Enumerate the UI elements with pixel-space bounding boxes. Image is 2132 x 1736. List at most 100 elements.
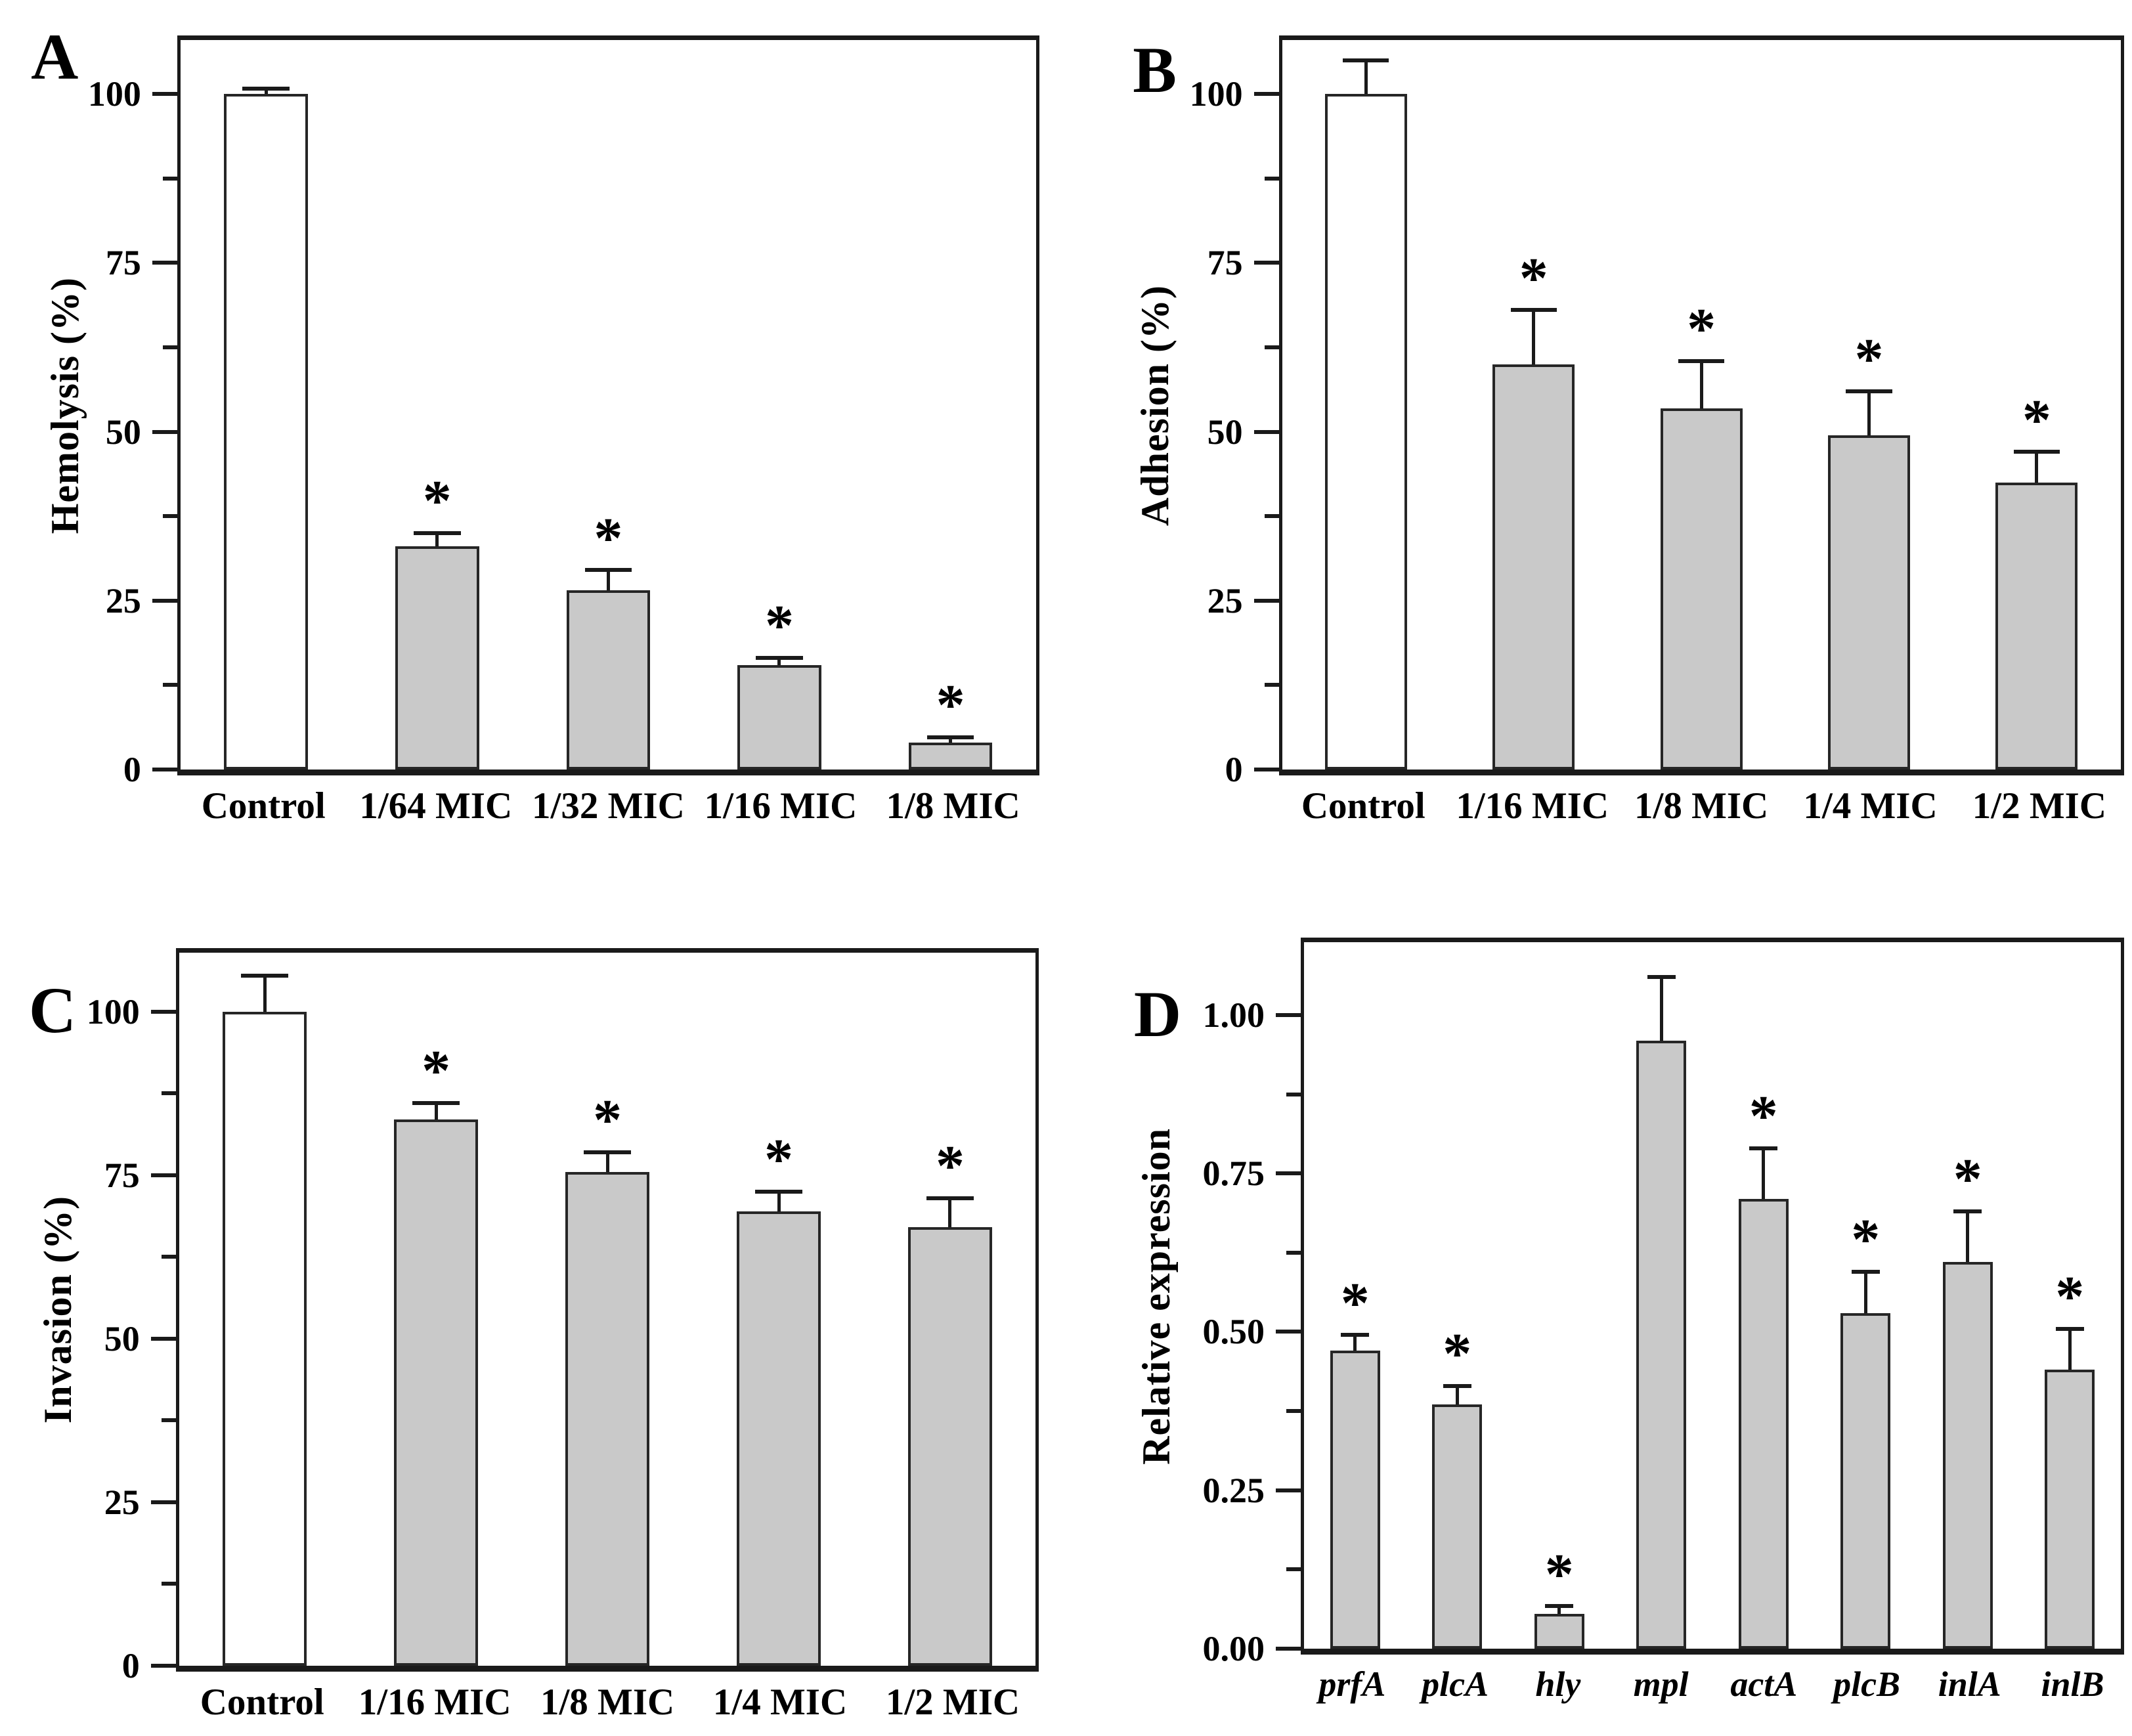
error-bar-cap (584, 568, 632, 573)
panel-C-ylabel: Invasion (%) (35, 1196, 79, 1424)
bar-inlA (1942, 1262, 1993, 1649)
error-bar-whisker (949, 737, 953, 743)
panel-B-letter: B (1133, 33, 1177, 106)
significance-asterisk: * (1340, 1271, 1370, 1335)
bar-1/32 MIC (566, 590, 651, 770)
error-bar-cap (584, 1150, 631, 1154)
panel-A-letter: A (31, 20, 79, 94)
y-axis-minor-tick (161, 1255, 176, 1259)
bar-plcB (1840, 1313, 1891, 1649)
significance-asterisk: * (1851, 1208, 1881, 1272)
y-axis-minor-tick (1286, 1092, 1301, 1096)
bar-1/64 MIC (395, 546, 479, 770)
bar-1/16 MIC (737, 664, 821, 770)
x-category-label: 1/64 MIC (359, 785, 513, 827)
x-category-label: inlB (2041, 1664, 2104, 1704)
x-category-label: 1/4 MIC (712, 1682, 848, 1724)
bar-1/8 MIC (1660, 408, 1743, 770)
bar-1/8 MIC (908, 742, 993, 770)
y-axis-minor-tick (1264, 683, 1279, 687)
error-bar-whisker (1364, 60, 1368, 95)
bar-1/2 MIC (1995, 482, 2078, 770)
x-category-label: 1/2 MIC (1972, 785, 2107, 827)
y-axis-tick-label: 75 (105, 243, 141, 283)
y-axis-major-tick (150, 1664, 176, 1668)
y-axis-minor-tick (1264, 514, 1279, 519)
error-bar-cap (1510, 308, 1557, 313)
y-axis-tick-label: 50 (105, 412, 141, 452)
y-axis-major-tick (150, 1500, 176, 1504)
panel-D-plot: 0.00 0.25 0.50 0.75 1.00 * * * * * * * (1203, 938, 2124, 1666)
panel-B-plot: 0 25 50 75 100 * * * * (1190, 35, 2124, 787)
y-axis-tick-label: 25 (1207, 580, 1243, 620)
panel-B: B Adhesion (%) 0 25 50 75 100 * * * * Control 1/1… (1066, 0, 2131, 868)
y-axis-tick-label: 100 (87, 74, 141, 114)
significance-asterisk: * (935, 1134, 965, 1198)
x-category-label: prfA (1318, 1664, 1386, 1704)
significance-asterisk: * (936, 673, 965, 737)
bar-1/4 MIC (1827, 435, 1911, 770)
y-axis-tick-label: 0 (121, 1646, 140, 1686)
error-bar-cap (926, 735, 974, 739)
y-axis-tick-label: 0.25 (1202, 1470, 1265, 1510)
y-axis-tick-label: 50 (104, 1318, 140, 1358)
significance-asterisk: * (422, 1039, 451, 1104)
panel-B-ylabel-wrap: Adhesion (%) (1133, 35, 1178, 775)
y-axis-tick-label: 0.00 (1202, 1628, 1265, 1668)
significance-asterisk: * (2055, 1265, 2085, 1329)
bar-1/8 MIC (565, 1171, 649, 1666)
x-category-label: 1/16 MIC (704, 785, 858, 827)
x-category-label: 1/8 MIC (540, 1682, 675, 1724)
significance-asterisk: * (1544, 1542, 1574, 1607)
error-bar-cap (755, 1189, 802, 1194)
panel-C-xlabels: Control 1/16 MIC 1/8 MIC 1/4 MIC 1/2 MIC (176, 1682, 1039, 1724)
significance-asterisk: * (1443, 1322, 1472, 1386)
x-category-label: plcA (1422, 1664, 1489, 1704)
x-category-label: 1/8 MIC (1634, 785, 1769, 827)
y-axis-tick-label: 0.50 (1202, 1312, 1265, 1352)
y-axis-minor-tick (162, 683, 177, 687)
significance-asterisk: * (422, 469, 452, 534)
y-axis-major-tick (152, 261, 177, 265)
y-axis-tick-label: 25 (105, 580, 141, 620)
panel-D: D Relative expression 0.00 0.25 0.50 0.75 1.… (1066, 868, 2131, 1736)
error-bar-cap (1749, 1146, 1778, 1150)
x-category-label: 1/4 MIC (1803, 785, 1938, 827)
y-axis-minor-tick (162, 176, 177, 181)
error-bar-cap (1545, 1604, 1574, 1609)
error-bar-cap (1851, 1269, 1880, 1274)
error-bar-cap (414, 531, 461, 535)
y-axis-minor-tick (1286, 1567, 1301, 1572)
y-axis-tick-label: 50 (1207, 412, 1243, 452)
error-bar-whisker (605, 1152, 609, 1172)
error-bar-whisker (1455, 1385, 1459, 1405)
error-bar-whisker (1867, 391, 1871, 435)
y-axis-major-tick (1276, 1646, 1301, 1651)
y-axis-tick-label: 0 (1225, 749, 1243, 789)
bar-1/16 MIC (394, 1119, 479, 1666)
bar-Control (223, 1011, 307, 1666)
significance-asterisk: * (593, 1089, 622, 1153)
error-bar-whisker (1659, 977, 1663, 1041)
error-bar-cap (1846, 389, 1892, 393)
y-axis-minor-tick (1286, 1250, 1301, 1255)
error-bar-whisker (1557, 1606, 1561, 1614)
panel-A-ylabel-wrap: Hemolysis (%) (43, 35, 88, 775)
bar-actA (1738, 1198, 1789, 1649)
y-axis-major-tick (150, 1009, 176, 1014)
y-axis-minor-tick (162, 514, 177, 519)
panel-A-plot: 0 25 50 75 100 * * * * (88, 35, 1039, 787)
significance-asterisk: * (1953, 1148, 1982, 1212)
y-axis-minor-tick (1264, 176, 1279, 181)
y-axis-major-tick (1253, 261, 1279, 265)
panel-B-ylabel: Adhesion (%) (1133, 284, 1177, 526)
y-axis-minor-tick (162, 345, 177, 349)
bar-hly (1534, 1613, 1584, 1649)
x-category-label: 1/32 MIC (532, 785, 685, 827)
x-category-label: mpl (1633, 1664, 1689, 1704)
y-axis-major-tick (150, 1173, 176, 1177)
y-axis-tick-label: 0 (123, 749, 141, 789)
significance-asterisk: * (764, 594, 794, 659)
panel-C: C Invasion (%) 0 25 50 75 100 * * * * Control 1/1… (0, 868, 1066, 1736)
